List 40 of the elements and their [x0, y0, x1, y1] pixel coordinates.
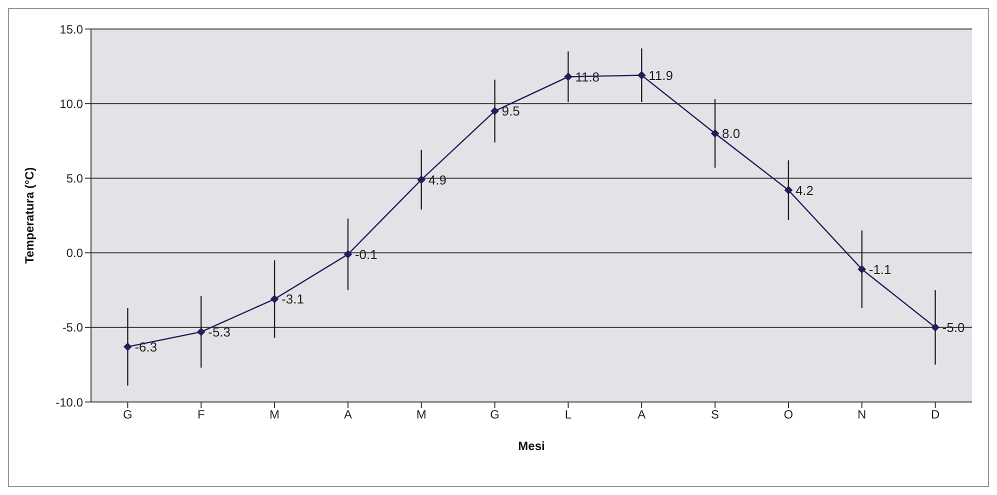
data-label: 11.9 [648, 68, 673, 83]
point [638, 71, 646, 80]
x-tick-label: F [197, 408, 205, 422]
y-tick-label: 5.0 [66, 171, 84, 186]
x-tick-label: G [490, 408, 500, 422]
x-tick-label: N [858, 408, 866, 422]
y-tick-label: 0.0 [66, 246, 84, 260]
data-label: -1.1 [868, 262, 892, 277]
data-label: 8.0 [722, 126, 740, 142]
x-tick-label: D [930, 408, 940, 422]
y-tick-label: -10.0 [56, 395, 84, 410]
x-tick-label: L [564, 408, 572, 422]
point [490, 107, 499, 116]
point [197, 328, 206, 336]
y-axis-title: Temperatura (°C) [22, 167, 36, 264]
data-label: -3.1 [282, 292, 304, 307]
point [564, 72, 572, 81]
data-label: -5.3 [208, 324, 231, 340]
data-label: 9.5 [502, 104, 520, 119]
x-tick-label: A [638, 408, 646, 422]
point [931, 323, 940, 332]
x-tick-label: O [784, 408, 794, 422]
data-label: 4.2 [795, 182, 814, 198]
x-tick-label: S [711, 408, 720, 422]
x-tick-label: A [344, 408, 352, 422]
point [417, 176, 426, 184]
point [858, 265, 866, 274]
x-tick-label: M [416, 408, 426, 422]
point [784, 186, 792, 194]
point [270, 295, 279, 304]
point [344, 250, 352, 258]
y-tick-label: -5.0 [62, 320, 84, 335]
y-tick-label: 15.0 [60, 22, 84, 36]
x-tick-label: G [123, 408, 132, 422]
point [711, 129, 720, 138]
y-tick-label: 10.0 [60, 96, 84, 111]
x-axis-title: Mesi [518, 439, 545, 453]
data-label: -6.3 [134, 339, 158, 354]
x-tick-label: M [270, 408, 280, 422]
point [124, 342, 132, 351]
